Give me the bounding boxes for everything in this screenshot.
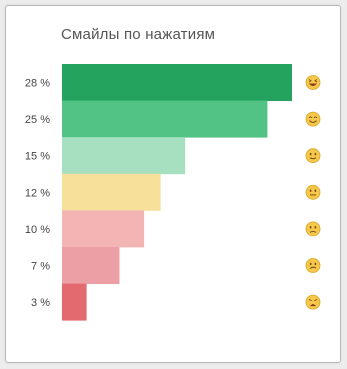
slightly-smiling-face-icon [305,148,321,164]
bar-value-label-5: 7 % [31,261,50,273]
slightly-frowning-face-icon [305,221,321,237]
bar-6 [62,283,87,321]
bar-0 [62,64,292,101]
bar-1 [62,100,268,138]
bar-value-label-1: 25 % [25,114,50,126]
bar-value-label-6: 3 % [31,297,50,309]
neutral-face-icon [305,184,321,200]
smiling-face-icon [305,111,321,127]
chart-title: Смайлы по нажатиям [61,26,216,43]
bar-3 [62,173,161,211]
bar-4 [62,210,145,248]
weary-face-icon [305,294,321,310]
bar-2 [62,137,186,175]
bar-5 [62,247,120,284]
bar-value-label-2: 15 % [25,151,50,163]
grinning-squint-face-icon [305,75,321,90]
unamused-face-icon [305,258,321,273]
bar-value-label-3: 12 % [25,187,50,199]
bar-value-label-4: 10 % [25,224,50,236]
bar-value-label-0: 28 % [25,78,50,90]
